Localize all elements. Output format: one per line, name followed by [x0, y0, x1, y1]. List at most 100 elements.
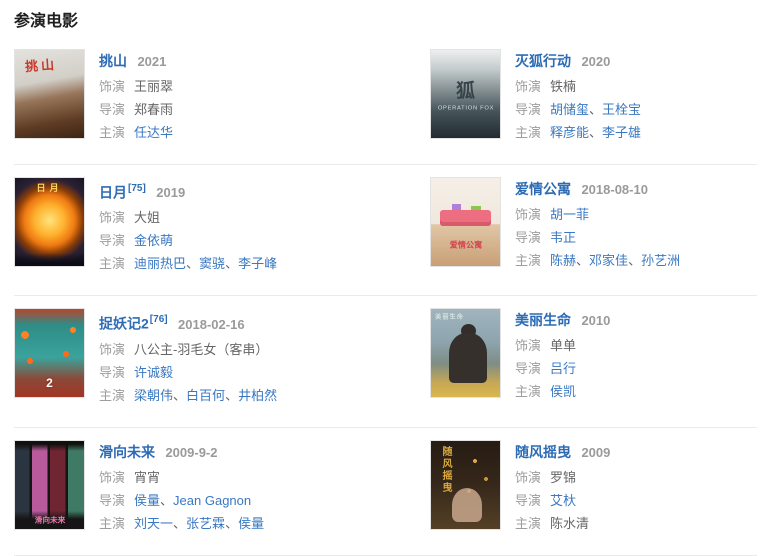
role-label: 饰演	[99, 469, 126, 485]
movie-poster[interactable]: 日月	[14, 177, 85, 267]
role-line: 饰演 单单	[515, 334, 610, 357]
movie-title-line: 捉妖记2[76] 2018-02-16	[99, 310, 277, 334]
citation-ref-link[interactable]: [76]	[149, 314, 168, 326]
director-names: 韦正	[550, 230, 576, 245]
movie-title-line: 挑山 2021	[99, 51, 173, 72]
movie-poster[interactable]: 美丽生命	[430, 308, 501, 399]
movie-poster[interactable]: 2	[14, 308, 85, 399]
release-date: 2019	[156, 185, 186, 201]
starring-names: 迪丽热巴、窦骁、李子峰	[134, 256, 277, 271]
person-link[interactable]: 侯量	[238, 515, 265, 531]
person-name: 铁楠	[550, 79, 577, 94]
movie-poster[interactable]: 爱情公寓	[430, 177, 501, 267]
movie-card: 随风摇曳 随风摇曳 2009 饰演 罗锦 导演 艾杕 主演 陈水清	[430, 439, 757, 535]
movie-card: 美丽生命 美丽生命 2010 饰演 单单 导演 吕行 主演 侯凯	[430, 308, 757, 406]
director-names: 金依萌	[134, 233, 173, 248]
movie-title-line: 灭狐行动 2020	[515, 51, 641, 72]
starring-names: 侯凯	[550, 384, 576, 399]
role-line: 饰演 宵宵	[99, 466, 264, 489]
role-names: 宵宵	[134, 470, 160, 485]
person-link[interactable]: 胡一菲	[550, 207, 590, 222]
poster-title-art: 2	[46, 376, 53, 391]
poster-title-art: 挑山	[24, 56, 58, 75]
starring-label: 主演	[99, 515, 126, 531]
person-link[interactable]: 李子雄	[602, 125, 642, 140]
person-link[interactable]: 释彦能	[550, 125, 590, 140]
movie-title-line: 爱情公寓 2018-08-10	[515, 179, 680, 200]
movie-title-link[interactable]: 捉妖记2	[99, 315, 149, 332]
starring-label: 主演	[99, 125, 126, 140]
person-link[interactable]: 侯凯	[550, 384, 577, 400]
person-link[interactable]: 艾杕	[550, 492, 577, 508]
person-link[interactable]: 白百何	[186, 387, 226, 403]
director-label: 导演	[515, 492, 542, 508]
role-line: 饰演 胡一菲	[515, 203, 680, 226]
role-label: 饰演	[515, 469, 542, 485]
movie-title-link[interactable]: 挑山	[99, 53, 127, 69]
role-names: 大姐	[134, 210, 160, 225]
movie-info: 日月[75] 2019 饰演 大姐 导演 金依萌 主演 迪丽热巴、窦骁、李子峰	[99, 177, 277, 275]
director-line: 导演 侯量、Jean Gagnon	[99, 489, 264, 512]
release-date: 2018-08-10	[581, 182, 648, 197]
person-link[interactable]: 孙艺洲	[641, 253, 681, 268]
name-separator: 、	[225, 387, 239, 403]
name-separator: 、	[225, 256, 239, 272]
person-link[interactable]: 许诚毅	[134, 364, 174, 380]
starring-label: 主演	[99, 387, 126, 403]
person-link[interactable]: 侯量	[134, 492, 161, 508]
movie-title-link[interactable]: 日月	[99, 184, 127, 201]
director-names: 吕行	[550, 361, 576, 376]
movie-grid: 挑山 挑山 2021 饰演 王丽翠 导演 郑春雨 主演 任达华 狐 OPERATION…	[14, 37, 757, 556]
person-link[interactable]: 张艺霖	[186, 515, 226, 531]
person-link[interactable]: 迪丽热巴	[134, 256, 187, 272]
person-link[interactable]: 邓家佳	[589, 253, 629, 268]
poster-title-art: 随风摇曳	[440, 445, 451, 494]
movie-info: 捉妖记2[76] 2018-02-16 饰演 八公主-羽毛女（客串） 导演 许诚毅 …	[99, 308, 277, 406]
movie-title-link[interactable]: 滑向未来	[99, 443, 155, 460]
movie-poster[interactable]: 滑向未来	[14, 439, 85, 530]
movie-title-link[interactable]: 随风摇曳	[515, 443, 571, 460]
person-link[interactable]: 金依萌	[134, 233, 174, 249]
person-link[interactable]: 李子峰	[238, 256, 278, 272]
poster-title-art: 日月	[36, 183, 63, 193]
starring-names: 陈赫、邓家佳、孙艺洲	[550, 253, 680, 268]
starring-line: 主演 陈赫、邓家佳、孙艺洲	[515, 249, 680, 272]
movie-title-link[interactable]: 爱情公寓	[515, 181, 571, 197]
movie-poster[interactable]: 狐 OPERATION FOX	[430, 49, 501, 139]
person-link[interactable]: 窦骁	[199, 256, 226, 272]
movie-poster[interactable]: 随风摇曳	[430, 439, 501, 530]
director-line: 导演 吕行	[515, 357, 610, 380]
person-link[interactable]: 梁朝伟	[134, 387, 174, 403]
person-link[interactable]: Jean Gagnon	[173, 492, 252, 508]
person-link[interactable]: 吕行	[550, 361, 577, 377]
starring-line: 主演 梁朝伟、白百何、井柏然	[99, 384, 277, 407]
movie-title-link[interactable]: 美丽生命	[515, 312, 571, 329]
citation-ref-link[interactable]: [75]	[128, 183, 146, 194]
person-link[interactable]: 韦正	[550, 230, 577, 245]
section-title: 参演电影	[14, 13, 79, 30]
director-names: 侯量、Jean Gagnon	[134, 493, 251, 508]
person-name: 郑春雨	[134, 102, 174, 117]
person-link[interactable]: 胡储玺	[550, 102, 590, 117]
poster-title-art: 滑向未来	[34, 515, 65, 524]
person-link[interactable]: 陈赫	[550, 253, 577, 268]
person-link[interactable]: 井柏然	[238, 387, 278, 403]
movie-card: 日月 日月[75] 2019 饰演 大姐 导演 金依萌 主演 迪丽热巴、窦骁、李子峰	[14, 177, 430, 275]
starring-names: 陈水清	[550, 516, 589, 531]
movie-info: 灭狐行动 2020 饰演 铁楠 导演 胡储玺、王栓宝 主演 释彦能、李子雄	[515, 49, 641, 144]
director-label: 导演	[99, 492, 126, 508]
movie-title-link[interactable]: 灭狐行动	[515, 53, 571, 69]
person-link[interactable]: 王栓宝	[602, 102, 642, 117]
role-names: 铁楠	[550, 79, 576, 94]
movie-title-line: 日月[75] 2019	[99, 179, 277, 203]
starring-line: 主演 迪丽热巴、窦骁、李子峰	[99, 252, 277, 275]
person-link[interactable]: 刘天一	[134, 515, 174, 531]
role-line: 饰演 八公主-羽毛女（客串）	[99, 338, 277, 361]
person-link[interactable]: 任达华	[134, 125, 174, 140]
movie-poster[interactable]: 挑山	[14, 49, 85, 139]
movie-row: 2 捉妖记2[76] 2018-02-16 饰演 八公主-羽毛女（客串） 导演 许诚…	[14, 296, 757, 428]
director-label: 导演	[99, 102, 126, 117]
movie-info: 滑向未来 2009-9-2 饰演 宵宵 导演 侯量、Jean Gagnon 主演 刘天…	[99, 440, 264, 535]
role-label: 饰演	[515, 79, 542, 94]
name-separator: 、	[589, 102, 603, 117]
